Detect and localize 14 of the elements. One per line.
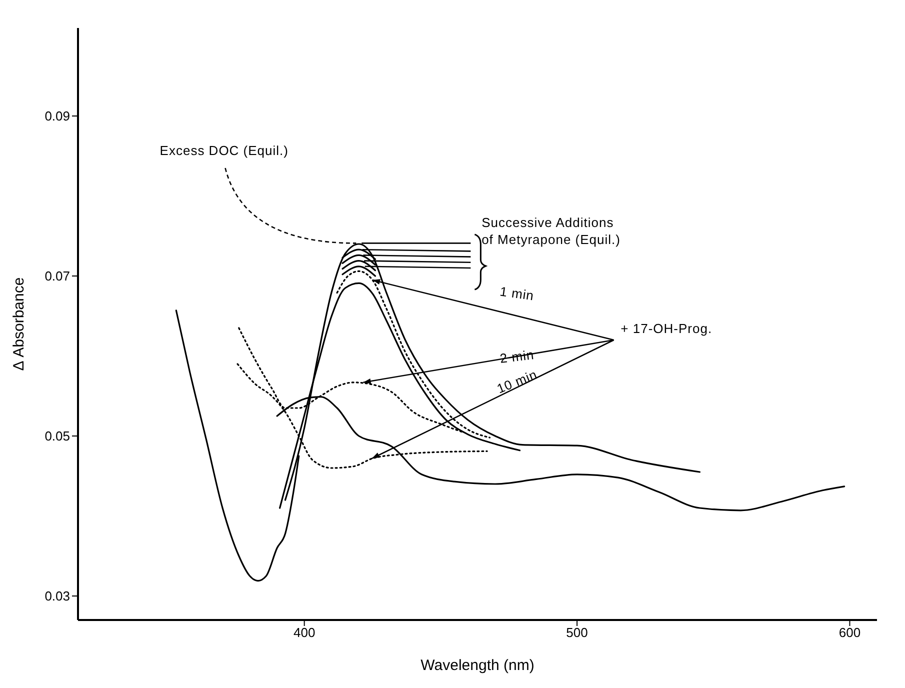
annotation: + 17-OH-Prog. (620, 320, 714, 338)
x-tick-label: 500 (566, 625, 588, 640)
annotation: Successive Additions of Metyrapone (Equil.) (482, 214, 622, 248)
x-tick-label: 400 (293, 625, 316, 640)
x-axis-title: Wavelength (nm) (420, 657, 534, 674)
y-tick-label: 0.09 (44, 108, 70, 124)
annotation: 10 min (494, 366, 540, 397)
y-tick-label: 0.05 (44, 428, 70, 444)
y-axis-title: Δ Absorbance (10, 277, 28, 371)
annotation: Excess DOC (Equil.) (160, 142, 290, 159)
y-tick-label: 0.07 (44, 268, 70, 284)
y-tick-label: 0.03 (44, 588, 70, 604)
x-tick-label: 600 (838, 625, 861, 640)
annotation: 1 min (498, 282, 536, 306)
